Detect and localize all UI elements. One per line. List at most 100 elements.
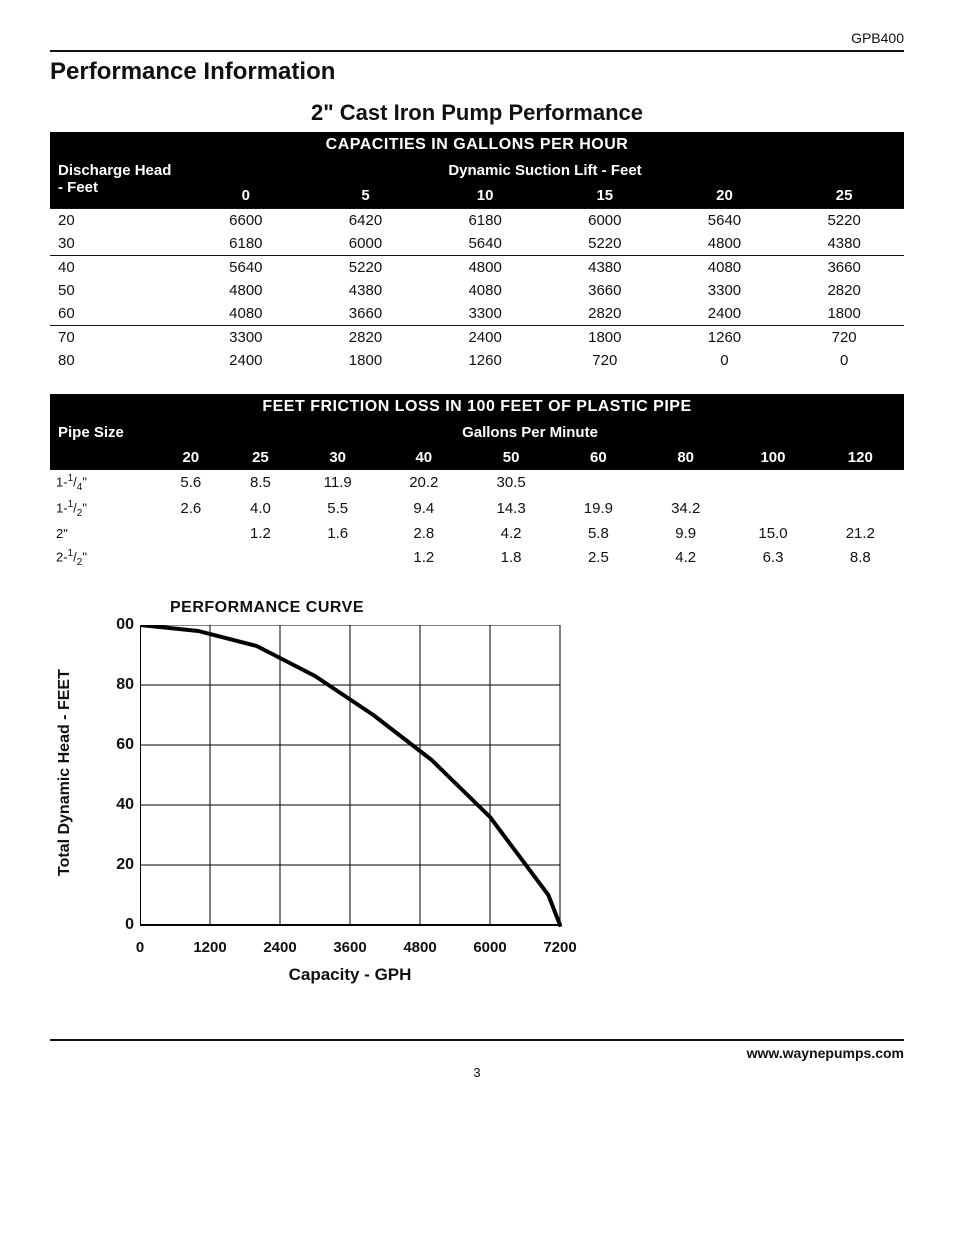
table-cell: 4.2 — [642, 545, 729, 571]
table-cell: 30.5 — [467, 470, 554, 496]
table-cell: 4080 — [665, 256, 785, 280]
chart-ytick: 80 — [100, 676, 134, 694]
table1-col: 15 — [545, 183, 665, 209]
table-cell: 5220 — [784, 209, 904, 233]
table-cell: 4800 — [665, 232, 785, 256]
table-cell: 3300 — [425, 302, 545, 326]
table-cell: 1.2 — [226, 522, 296, 545]
table-cell: 2.6 — [156, 496, 226, 522]
table2-col: 30 — [295, 445, 380, 470]
table-cell: 2820 — [784, 279, 904, 302]
table-cell: 5.5 — [295, 496, 380, 522]
chart-xtick: 4800 — [403, 939, 436, 956]
table-cell: 1.6 — [295, 522, 380, 545]
table-cell: 720 — [784, 326, 904, 350]
chart-ytick: 20 — [100, 856, 134, 874]
table-cell: 5220 — [545, 232, 665, 256]
table-cell: 15.0 — [729, 522, 816, 545]
table-cell: 2400 — [425, 326, 545, 350]
table1-col: 25 — [784, 183, 904, 209]
table-cell: 4380 — [784, 232, 904, 256]
capacities-table: CAPACITIES IN GALLONS PER HOUR Discharge… — [50, 132, 904, 372]
table2-col: 50 — [467, 445, 554, 470]
table-row-label: 2-1/2" — [50, 545, 156, 571]
table-cell: 6000 — [306, 232, 426, 256]
table-cell: 2400 — [186, 349, 306, 372]
table-cell: 4800 — [425, 256, 545, 280]
table-cell: 1260 — [665, 326, 785, 350]
table-cell: 5640 — [186, 256, 306, 280]
table-cell: 0 — [784, 349, 904, 372]
table-cell — [817, 496, 904, 522]
table-row-label: 40 — [50, 256, 186, 280]
table-row-label: 20 — [50, 209, 186, 233]
table-row-label: 1-1/4" — [50, 470, 156, 496]
table-cell: 2.8 — [380, 522, 467, 545]
table-cell: 20.2 — [380, 470, 467, 496]
table-cell: 9.4 — [380, 496, 467, 522]
table-row-label: 30 — [50, 232, 186, 256]
table-cell — [729, 470, 816, 496]
table-cell: 5640 — [665, 209, 785, 233]
table-cell — [156, 522, 226, 545]
table-cell: 6180 — [186, 232, 306, 256]
table-cell: 3300 — [186, 326, 306, 350]
section-title: Performance Information — [50, 58, 904, 86]
table-row-label: 50 — [50, 279, 186, 302]
table-cell — [295, 545, 380, 571]
friction-table: FEET FRICTION LOSS IN 100 FEET OF PLASTI… — [50, 394, 904, 571]
table-cell: 4.2 — [467, 522, 554, 545]
table-cell — [729, 496, 816, 522]
chart-ylabel: Total Dynamic Head - FEET — [56, 669, 74, 876]
chart-ytick: 40 — [100, 796, 134, 814]
table-cell: 2400 — [665, 302, 785, 326]
chart-xtick: 7200 — [543, 939, 576, 956]
table-cell: 1800 — [784, 302, 904, 326]
footer-url: www.waynepumps.com — [50, 1045, 904, 1061]
table-cell: 21.2 — [817, 522, 904, 545]
table-cell: 3660 — [306, 302, 426, 326]
table-cell: 5.8 — [555, 522, 642, 545]
table-cell: 3660 — [784, 256, 904, 280]
table2-col: 80 — [642, 445, 729, 470]
table-cell: 11.9 — [295, 470, 380, 496]
table-cell: 6.3 — [729, 545, 816, 571]
table1-banner: CAPACITIES IN GALLONS PER HOUR — [50, 132, 904, 158]
table-cell: 6180 — [425, 209, 545, 233]
table-row-label: 1-1/2" — [50, 496, 156, 522]
table-cell: 0 — [665, 349, 785, 372]
page-number: 3 — [50, 1065, 904, 1080]
table-cell: 5640 — [425, 232, 545, 256]
chart-xlabel: Capacity - GPH — [140, 965, 560, 985]
chart-xtick: 6000 — [473, 939, 506, 956]
table-cell: 8.5 — [226, 470, 296, 496]
table2-rowheader: Pipe Size — [50, 420, 156, 470]
table-cell: 1260 — [425, 349, 545, 372]
table-row-label: 2" — [50, 522, 156, 545]
table-cell — [156, 545, 226, 571]
table-row-label: 70 — [50, 326, 186, 350]
table-cell: 19.9 — [555, 496, 642, 522]
table2-col: 120 — [817, 445, 904, 470]
table-cell: 6420 — [306, 209, 426, 233]
table-cell: 6600 — [186, 209, 306, 233]
chart-ytick: 60 — [100, 736, 134, 754]
table-cell: 4.0 — [226, 496, 296, 522]
table-cell: 4080 — [425, 279, 545, 302]
table2-col: 40 — [380, 445, 467, 470]
table-cell: 1800 — [306, 349, 426, 372]
table-cell: 4800 — [186, 279, 306, 302]
chart-title: PERFORMANCE CURVE — [170, 599, 904, 617]
table1-colgroup: Dynamic Suction Lift - Feet — [186, 158, 904, 183]
table-cell: 6000 — [545, 209, 665, 233]
table2-col: 25 — [226, 445, 296, 470]
table-cell: 4080 — [186, 302, 306, 326]
chart-xtick: 1200 — [193, 939, 226, 956]
table-cell: 4380 — [545, 256, 665, 280]
table1-col: 10 — [425, 183, 545, 209]
table1-col: 5 — [306, 183, 426, 209]
table-cell: 2.5 — [555, 545, 642, 571]
chart-plot — [140, 625, 570, 937]
chart-xtick: 0 — [136, 939, 144, 956]
table-cell: 1.8 — [467, 545, 554, 571]
